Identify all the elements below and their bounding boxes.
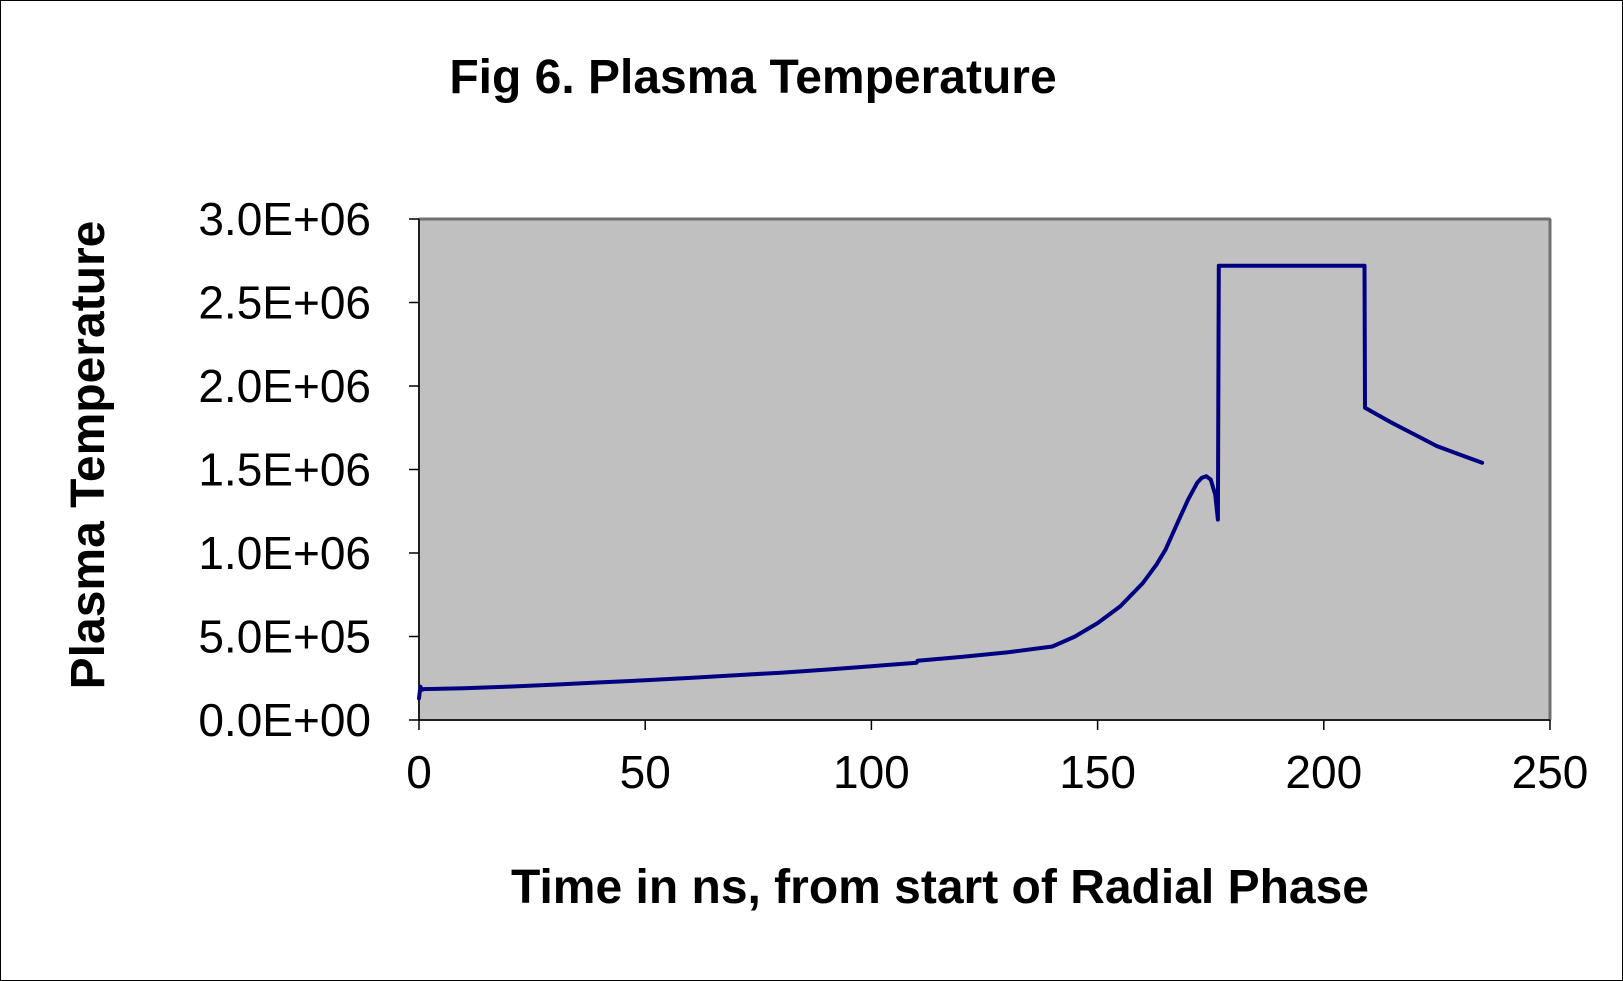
chart-title: Fig 6. Plasma Temperature	[449, 51, 1056, 104]
x-tick-label: 250	[1512, 746, 1589, 798]
x-tick-label: 0	[406, 746, 432, 798]
y-tick-label: 0.0E+00	[198, 694, 371, 746]
y-axis-label: Plasma Temperature	[62, 221, 115, 690]
x-tick-label: 150	[1059, 746, 1136, 798]
y-tick-label: 1.5E+06	[198, 444, 371, 496]
series-line-plasma-temperature	[417, 263, 1485, 701]
y-tick-label: 2.5E+06	[198, 277, 371, 329]
y-tick-label: 5.0E+05	[198, 611, 371, 663]
y-axis-ticks: 0.0E+00 5.0E+05 1.0E+06 1.5E+06 2.0E+06 2.5E+…	[198, 193, 419, 746]
x-tick-label: 100	[833, 746, 910, 798]
x-tick-label: 50	[620, 746, 671, 798]
y-tick-label: 1.0E+06	[198, 527, 371, 579]
plot-shadow	[419, 217, 1552, 720]
x-tick-label: 200	[1285, 746, 1362, 798]
y-tick-label: 3.0E+06	[198, 193, 371, 245]
x-axis-label: Time in ns, from start of Radial Phase	[511, 861, 1369, 914]
x-axis-ticks: 0 50 100 150 200 250	[406, 720, 1588, 798]
y-tick-label: 2.0E+06	[198, 360, 371, 412]
plot-area	[418, 218, 1551, 721]
